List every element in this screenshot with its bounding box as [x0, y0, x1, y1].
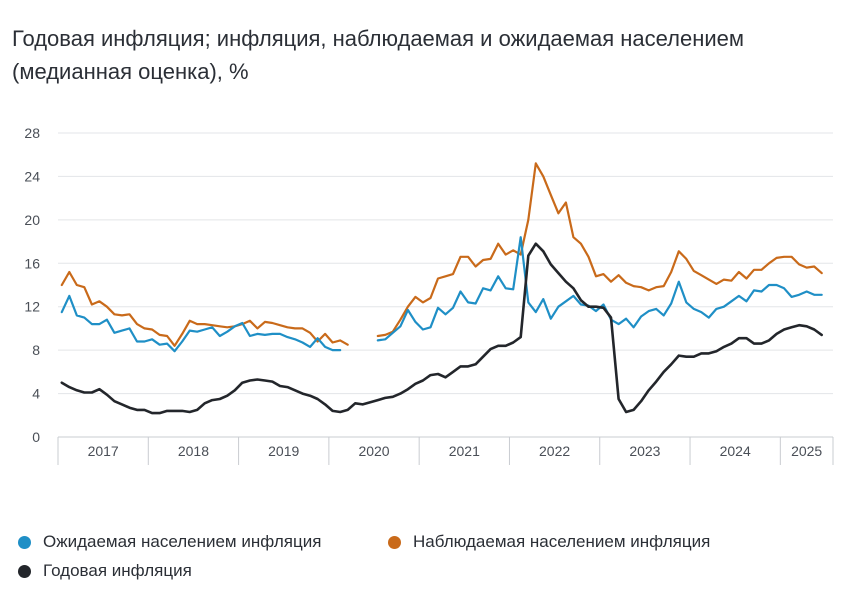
y-tick-label: 12 [24, 299, 40, 315]
x-tick-label: 2023 [629, 443, 660, 459]
x-axis: 2017 2018 2019 2020 2021 2022 2023 2024 2025 [57, 436, 834, 465]
legend-item-annual[interactable]: Годовая инфляция [18, 561, 192, 581]
series-line-expected [60, 236, 823, 353]
legend-item-observed[interactable]: Наблюдаемая населением инфляция [388, 532, 710, 552]
chart-title-line-2: (медианная оценка), % [12, 59, 249, 84]
x-tick-label: 2021 [449, 443, 480, 459]
legend-label-expected: Ожидаемая населением инфляция [43, 532, 322, 551]
x-tick-label: 2018 [178, 443, 209, 459]
x-tick-label: 2020 [358, 443, 389, 459]
legend-label-annual: Годовая инфляция [43, 561, 192, 580]
legend-label-observed: Наблюдаемая населением инфляция [413, 532, 711, 551]
x-tick-label: 2025 [791, 443, 822, 459]
y-axis-ticks: 0 4 8 12 16 20 24 28 [24, 125, 40, 445]
y-tick-label: 0 [32, 429, 40, 445]
legend-dot-annual-icon [18, 564, 31, 578]
series-layer [60, 162, 823, 415]
chart-title-line-1: Годовая инфляция; инфляция, наблюдаемая … [12, 26, 745, 51]
y-tick-label: 28 [24, 125, 40, 141]
grid-layer [58, 132, 833, 395]
legend-item-expected[interactable]: Ожидаемая населением инфляция [18, 532, 321, 552]
legend: Ожидаемая населением инфляция Наблюдаема… [14, 532, 844, 592]
x-tick-label: 2024 [720, 443, 751, 459]
x-tick-label: 2022 [539, 443, 570, 459]
y-tick-label: 8 [32, 342, 40, 358]
legend-dot-observed-icon [388, 535, 401, 549]
series-line-annual [60, 242, 823, 415]
y-tick-label: 20 [24, 212, 40, 228]
legend-dot-expected-icon [18, 535, 31, 549]
series-line-observed [60, 162, 823, 347]
chart-title: Годовая инфляция; инфляция, наблюдаемая … [12, 22, 842, 88]
y-tick-label: 4 [32, 386, 40, 402]
y-tick-label: 16 [24, 255, 40, 271]
x-tick-label: 2017 [88, 443, 119, 459]
x-tick-label: 2019 [268, 443, 299, 459]
y-tick-label: 24 [24, 168, 40, 184]
